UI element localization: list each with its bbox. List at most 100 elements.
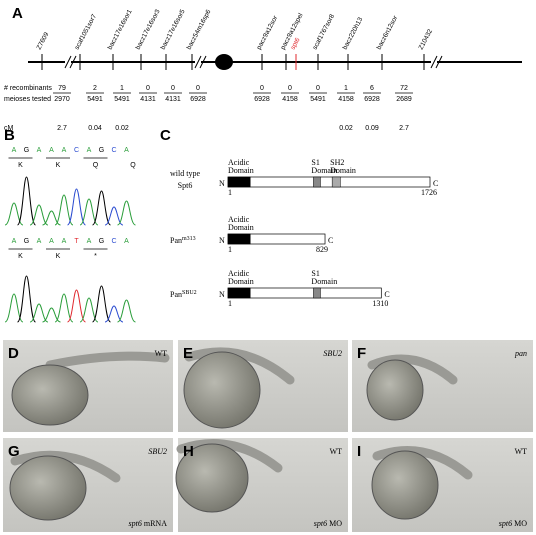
recombinants: 0 — [146, 85, 150, 92]
photo-tag: pan — [514, 349, 527, 358]
meioses: 4158 — [282, 96, 298, 103]
marker-name: Z10432 — [418, 28, 435, 51]
photo-label: H — [183, 443, 194, 460]
amino-acid: K — [56, 253, 61, 260]
caption-rest: mRNA — [144, 519, 167, 528]
marker-name: bacz220h13 — [342, 16, 365, 51]
base: C — [111, 238, 116, 245]
base: A — [62, 147, 67, 154]
photo-label: F — [357, 345, 366, 362]
base: A — [124, 238, 129, 245]
chromatogram-peak — [117, 299, 136, 323]
chromatogram-peak — [92, 285, 111, 323]
domain-label: SH2 — [330, 158, 344, 167]
construct-name: PanSBU2 — [170, 290, 197, 299]
break-slash — [194, 55, 202, 69]
amino-acid: K — [56, 162, 61, 169]
recombinants: 0 — [171, 85, 175, 92]
construct-name: wild type — [170, 169, 200, 178]
superscript: SBU2 — [182, 290, 197, 296]
panel-label: C — [160, 127, 171, 144]
domain — [227, 287, 251, 299]
construct-name: Panm313 — [170, 236, 196, 245]
recombinants: 2 — [93, 85, 97, 92]
embryo-tail — [176, 439, 283, 473]
c-terminus: C — [384, 290, 389, 299]
photo-label: D — [8, 345, 19, 362]
chromatogram-peak — [29, 204, 49, 226]
embryo-yolk — [9, 455, 87, 521]
recombinants: 0 — [260, 85, 264, 92]
embryo-yolk — [366, 359, 424, 421]
domain-label: Domain — [311, 277, 337, 286]
row-label: # recombinants — [4, 85, 52, 92]
photo-tag: SBU2 — [323, 349, 342, 358]
superscript: m313 — [182, 236, 196, 242]
meioses: 5491 — [114, 96, 130, 103]
base: C — [74, 147, 79, 154]
recombinants: 1 — [344, 85, 348, 92]
domain-label: Domain — [330, 166, 356, 175]
gene: spt6 — [499, 519, 512, 528]
n-terminus: N — [219, 290, 225, 299]
base: A — [87, 238, 92, 245]
caption-rest: MO — [329, 519, 342, 528]
caption-rest: MO — [514, 519, 527, 528]
photo-tag: WT — [515, 447, 528, 456]
recombinants: 0 — [196, 85, 200, 92]
row-label: cM — [4, 125, 14, 132]
embryo-tail — [372, 446, 473, 480]
photo-caption: spt6 MO — [499, 519, 527, 528]
cm-value: 0.09 — [365, 125, 379, 132]
base: A — [62, 238, 67, 245]
chromatogram-peak — [67, 188, 86, 226]
row-label: meioses tested — [4, 96, 51, 103]
meioses: 5491 — [87, 96, 103, 103]
base: A — [124, 147, 129, 154]
photo-label: G — [8, 443, 20, 460]
domain — [227, 176, 251, 188]
photo-tag: WT — [330, 447, 343, 456]
break-slash — [435, 55, 443, 69]
domain-label: Acidic — [228, 158, 250, 167]
chromatogram-peak — [92, 190, 111, 226]
chromatogram-peak — [79, 198, 99, 226]
marker-name: bacz17e16sor1 — [107, 8, 134, 51]
domain-label: Domain — [311, 166, 337, 175]
photo-caption: spt6 MO — [314, 519, 342, 528]
break-slash — [199, 55, 207, 69]
base: A — [37, 147, 42, 154]
n-terminus: N — [219, 179, 225, 188]
meioses: 5491 — [310, 96, 326, 103]
photo-label: E — [183, 345, 193, 362]
photo-tag: SBU2 — [148, 447, 167, 456]
chromatogram-peak — [79, 297, 99, 323]
cm-value: 2.7 — [399, 125, 409, 132]
meioses: 2689 — [396, 96, 412, 103]
marker-name: scaf1051sor7 — [74, 13, 99, 51]
break-slash — [69, 55, 77, 69]
base: A — [49, 147, 54, 154]
domain-label: Domain — [228, 277, 254, 286]
domain — [227, 233, 251, 245]
centromere — [215, 54, 233, 70]
amino-acid: K — [18, 162, 23, 169]
end: 1310 — [372, 299, 388, 308]
recombinants: 0 — [316, 85, 320, 92]
start: 1 — [228, 299, 232, 308]
marker-name: bacz17e16sor5 — [160, 8, 187, 51]
embryo-tail — [45, 351, 170, 370]
chromatogram-peak — [54, 194, 74, 226]
embryo-yolk — [11, 364, 89, 426]
chromatogram-peak — [104, 206, 124, 226]
recombinants: 79 — [58, 85, 66, 92]
embryo-yolk — [183, 351, 261, 429]
domain — [313, 287, 321, 299]
chromatogram-peak — [29, 303, 49, 323]
domain — [313, 176, 321, 188]
chromatogram-peak — [4, 293, 24, 323]
photo-label: I — [357, 443, 361, 460]
chromatogram-peak — [54, 293, 74, 323]
amino-acid: K — [18, 253, 23, 260]
